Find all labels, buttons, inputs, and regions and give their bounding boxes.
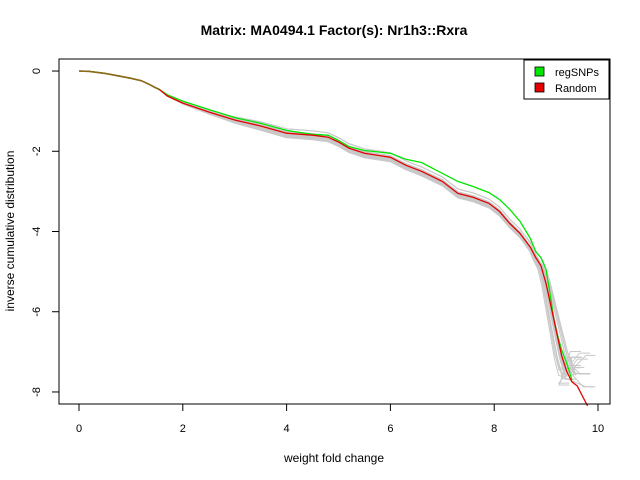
plot-frame [58, 58, 611, 405]
x-tick-label: 10 [592, 423, 604, 435]
series-overlap-line [78, 70, 160, 91]
random-simulation-line [78, 70, 588, 374]
y-tick-label: -4 [31, 227, 43, 237]
legend-swatch-regsnps [534, 66, 545, 77]
y-tick-label: -8 [31, 387, 43, 397]
random-simulation-line [78, 70, 596, 388]
x-tick-label: 4 [284, 423, 290, 435]
x-axis: 0 2 4 6 8 10 [76, 403, 604, 435]
random-simulation-line [78, 70, 571, 373]
x-tick-label: 0 [76, 423, 82, 435]
series-line-random [78, 70, 589, 407]
random-simulation-line [78, 70, 570, 384]
legend-label-regsnps: regSNPs [555, 67, 600, 79]
chart-title: Matrix: MA0494.1 Factor(s): Nr1h3::Rxra [201, 22, 468, 38]
legend-swatch-random [534, 82, 545, 93]
random-simulation-line [78, 70, 596, 377]
random-simulation-line [78, 70, 572, 380]
y-axis: 0 -2 -4 -6 -8 [31, 68, 60, 397]
x-tick-label: 2 [180, 423, 186, 435]
random-simulation-line [78, 70, 576, 380]
series-line-regsnps [78, 70, 573, 381]
legend-label-random: Random [555, 83, 597, 95]
random-simulation-line [78, 70, 591, 374]
random-simulation-line [78, 70, 570, 386]
x-axis-label: weight fold change [283, 451, 384, 465]
y-tick-label: 0 [31, 68, 43, 74]
series-lines [78, 70, 589, 407]
y-tick-label: -2 [31, 146, 43, 156]
legend-box [523, 59, 610, 100]
y-tick-label: -6 [31, 307, 43, 317]
legend: regSNPs Random [523, 59, 610, 100]
x-tick-label: 6 [387, 423, 393, 435]
x-tick-label: 8 [491, 423, 497, 435]
y-axis-label: inverse cumulative distribution [3, 151, 17, 312]
random-simulation-lines [78, 70, 596, 388]
